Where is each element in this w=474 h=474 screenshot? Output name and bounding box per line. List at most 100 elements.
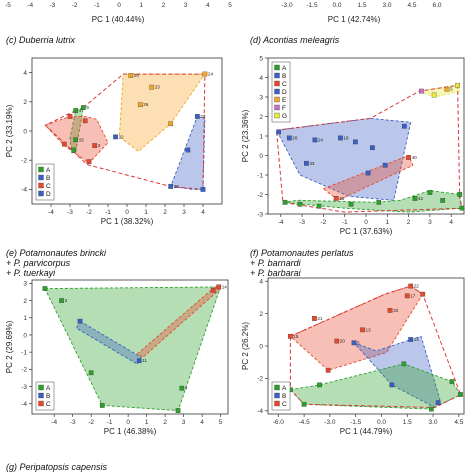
y-tick-label: 2: [259, 114, 263, 121]
point-B: [168, 184, 174, 189]
x-tick-label: -4: [51, 419, 57, 426]
hull-B: [275, 117, 412, 201]
x-tick-label: -2: [321, 219, 327, 226]
point-C: [408, 283, 414, 289]
legend-label: A: [46, 385, 51, 392]
legend-label: A: [282, 65, 287, 72]
point-B: [77, 318, 83, 324]
point-B: [370, 145, 375, 151]
hull-C: [289, 285, 424, 371]
point-label: 33: [309, 161, 315, 166]
point-C: [92, 143, 98, 148]
point-D: [365, 170, 371, 176]
tick-label: -1: [94, 2, 100, 9]
x-tick-label: 3: [182, 419, 186, 426]
legend-swatch-A: [38, 384, 44, 391]
point-label: 22: [414, 284, 420, 289]
point-label: 11: [142, 358, 147, 363]
point-G: [431, 92, 437, 98]
x-tick-label: 0.0: [377, 419, 386, 426]
x-tick-label: 1: [385, 219, 389, 226]
point-label: 22: [119, 134, 125, 139]
plot-frame: [31, 57, 223, 205]
point-A: [297, 201, 303, 207]
point-C: [61, 141, 67, 147]
point-C: [420, 291, 426, 297]
x-tick-label: -2: [86, 209, 92, 216]
point-C: [210, 287, 216, 293]
point-label: 42: [418, 196, 424, 201]
x-tick-label: -1.5: [350, 419, 362, 426]
y-tick-label: -3: [21, 384, 27, 391]
x-tick-label: 1: [144, 209, 148, 216]
y-axis-label: PC 2 (29.69%): [5, 320, 14, 373]
point-C: [86, 159, 92, 165]
point-C: [404, 293, 410, 299]
tick-label: 5: [228, 2, 232, 9]
tick-label: -5: [5, 2, 11, 9]
legend-swatch-F: [274, 104, 280, 111]
point-A: [73, 108, 79, 113]
hull-B: [353, 335, 441, 409]
point-B: [185, 147, 191, 153]
tick-label: -2: [72, 2, 78, 9]
point-label: 9: [86, 105, 89, 110]
point-A: [428, 406, 434, 412]
legend-label: B: [46, 393, 50, 400]
y-tick-label: 4: [259, 75, 263, 82]
point-F: [419, 88, 424, 94]
point-B: [408, 337, 414, 342]
tick-label: 4.5: [407, 2, 416, 9]
point-B: [389, 382, 395, 388]
point-E: [168, 121, 174, 127]
point-label: 3: [450, 87, 453, 92]
point-label: 25: [174, 184, 180, 189]
x-tick-label: 3: [428, 219, 432, 226]
x-tick-label: -4: [48, 209, 54, 216]
legend-label: B: [282, 393, 286, 400]
legend-swatch-C: [38, 400, 44, 407]
legend-label: F: [282, 105, 286, 112]
point-label: 4: [185, 386, 188, 391]
tick-label: 6.0: [432, 2, 441, 9]
y-tick-label: 4: [259, 279, 263, 286]
hull-A: [282, 190, 463, 213]
top-left-tick-labels: -5 -4 -3 -2 -1 0 1 2 3 4 5: [5, 2, 232, 9]
y-tick-label: -4: [21, 401, 27, 408]
tick-label: 3.0: [382, 2, 391, 9]
x-axis-label: PC 1 (46.38%): [104, 427, 157, 436]
hull-C: [136, 284, 222, 358]
point-B: [351, 340, 357, 346]
legend-swatch-B: [38, 392, 44, 399]
tick-label: 3: [184, 2, 188, 9]
y-axis-label: PC 2 (23.36%): [241, 109, 250, 162]
point-label: 26: [292, 135, 298, 140]
legend-swatch-A: [274, 64, 280, 71]
point-A: [99, 403, 105, 408]
x-tick-label: 1: [145, 419, 149, 426]
point-label: 27: [200, 114, 206, 119]
legend-swatch-B: [274, 392, 280, 399]
top-strip-left: -5 -4 -3 -2 -1 0 1 2 3 4 5 PC 1 (40.44%): [5, 2, 232, 24]
y-tick-label: 1: [259, 133, 263, 140]
panel-f: (f) Potamonautes perlatus+ P. barnardi+ …: [241, 248, 465, 436]
top-strip-right: -3.0 -1.5 0.0 1.5 3.0 4.5 6.0 PC 1 (42.74%): [281, 2, 441, 24]
point-label: 14: [222, 284, 228, 289]
point-label: 21: [317, 316, 323, 321]
hull-D: [170, 115, 206, 190]
point-G: [455, 82, 460, 88]
overall-hull: [276, 84, 463, 213]
point-E: [202, 71, 208, 77]
x-tick-label: 4.5: [454, 419, 463, 426]
x-tick-label: -1: [342, 219, 348, 226]
panel-title: (d) Acontias meleagris: [250, 35, 340, 45]
point-A: [317, 382, 322, 388]
point-label: 13: [366, 327, 372, 332]
point-B: [435, 400, 441, 406]
point-label: 38: [339, 196, 345, 201]
hull-B: [75, 320, 142, 365]
point-label: 26: [143, 102, 149, 107]
legend-label: B: [46, 175, 50, 182]
legend-swatch-C: [274, 80, 280, 87]
x-tick-label: 4: [449, 219, 453, 226]
